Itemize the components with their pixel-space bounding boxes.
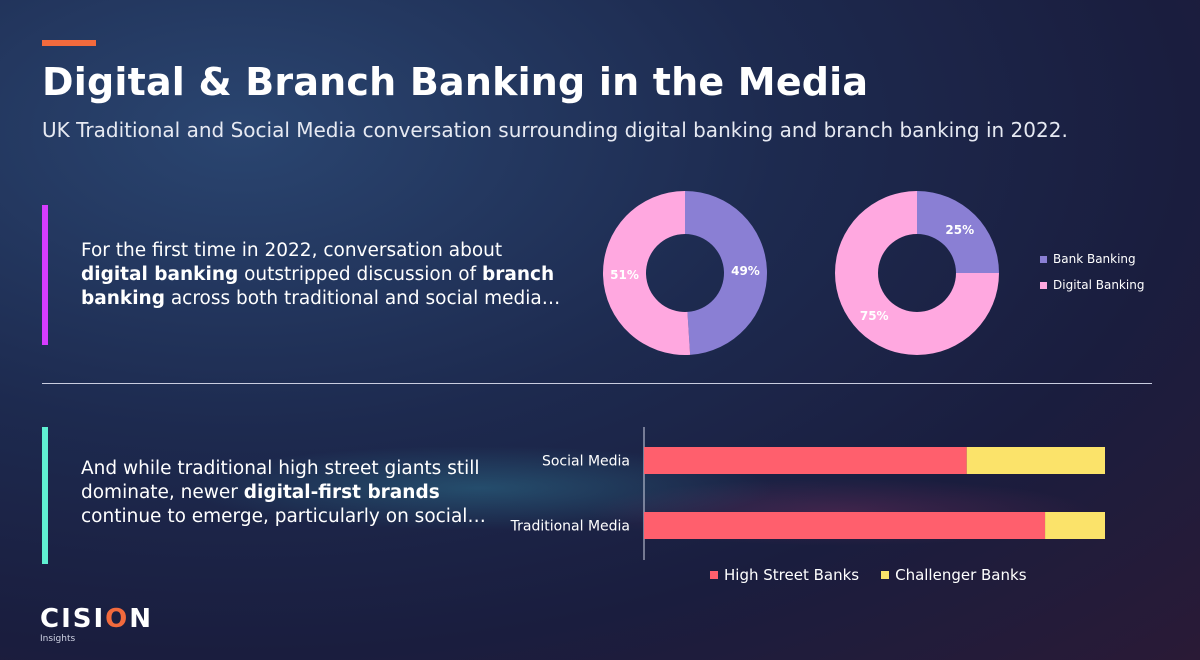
section-divider: [42, 383, 1152, 384]
logo-subtext: Insights: [40, 634, 76, 644]
donut2-label-bank-banking: 25%: [945, 223, 974, 237]
section1-text-part: outstripped discussion of: [238, 264, 483, 285]
bar-legend: High Street Banks Challenger Banks: [710, 566, 1027, 584]
donut1-slice-digital-banking: [602, 191, 691, 356]
background-wave: [0, 380, 1200, 620]
bar-legend-item: High Street Banks: [710, 566, 859, 584]
donut2-slice-bank-banking: [917, 191, 999, 273]
donut1-slice-bank-banking: [685, 191, 767, 355]
legend-swatch: [881, 571, 890, 579]
section1-text-part: For the first time in 2022, conversation…: [81, 240, 503, 261]
section2-text-part: And while traditional high street giants…: [81, 458, 480, 503]
donut-legend: Bank Banking Digital Banking: [1040, 246, 1144, 298]
section1-text-part: digital banking: [81, 264, 239, 285]
legend-swatch: [710, 571, 718, 579]
page-subtitle: UK Traditional and Social Media conversa…: [42, 118, 1068, 142]
legend-label: Challenger Banks: [895, 566, 1027, 584]
section2-text-part: continue to emerge, particularly on soci…: [81, 506, 486, 527]
legend-swatch: [1040, 255, 1047, 263]
section2-text: And while traditional high street giants…: [81, 457, 501, 529]
cision-logo: CISION Insights: [40, 604, 154, 644]
title-accent-bar: [42, 40, 96, 46]
section1-text-part: branch banking: [81, 264, 555, 309]
section1-text: For the first time in 2022, conversation…: [81, 239, 561, 311]
page-title: Digital & Branch Banking in the Media: [42, 60, 869, 104]
donut2-slice-digital-banking: [835, 191, 999, 355]
donut1-label-bank-banking: 49%: [731, 264, 760, 278]
donut-legend-item: Digital Banking: [1040, 272, 1144, 298]
donut-legend-item: Bank Banking: [1040, 246, 1144, 272]
donut1-label-digital-banking: 51%: [610, 268, 639, 282]
legend-label: Digital Banking: [1053, 278, 1145, 292]
legend-label: High Street Banks: [724, 566, 860, 584]
donut2-label-digital-banking: 75%: [860, 309, 889, 323]
section2-accent-bar: [42, 427, 48, 564]
bar-legend-item: Challenger Banks: [881, 566, 1027, 584]
legend-swatch: [1040, 281, 1047, 289]
section2-text-part: digital-first brands: [243, 482, 440, 503]
legend-label: Bank Banking: [1053, 252, 1136, 266]
section1-accent-bar: [42, 205, 48, 345]
section1-text-part: across both traditional and social media…: [164, 288, 561, 309]
